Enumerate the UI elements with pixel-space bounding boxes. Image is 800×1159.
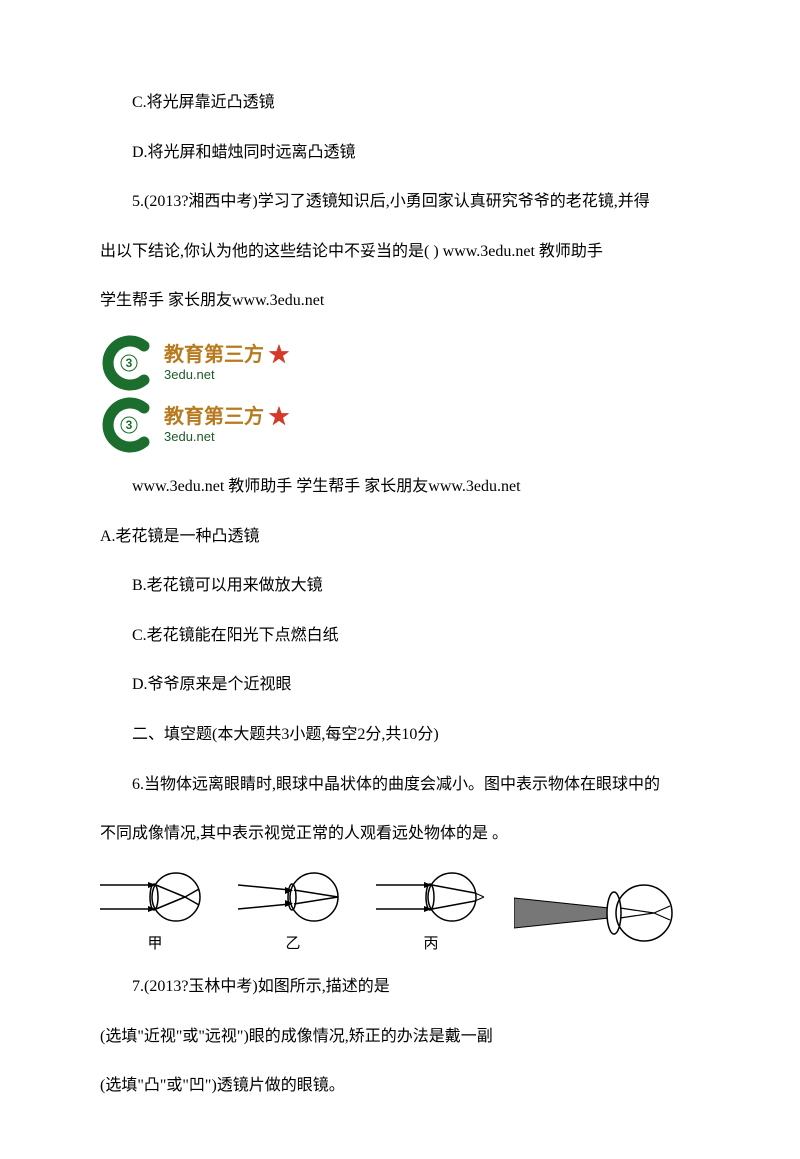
q5-opt-c: C.老花镜能在阳光下点燃白纸 <box>100 619 700 653</box>
section-2-header: 二、填空题(本大题共3小题,每空2分,共10分) <box>100 718 700 752</box>
q5-opt-d: D.爷爷原来是个近视眼 <box>100 668 700 702</box>
option-c: C.将光屏靠近凸透镜 <box>100 86 700 120</box>
q6-line1: 6.当物体远离眼睛时,眼球中晶状体的曲度会减小。图中表示物体在眼球中的 <box>100 768 700 802</box>
logo-block-2: 3 教育第三方 ★ 3edu.net <box>100 396 700 454</box>
eye-diagram-beam <box>514 878 674 948</box>
option-d: D.将光屏和蜡烛同时远离凸透镜 <box>100 136 700 170</box>
logo-c-icon: 3 <box>100 334 158 392</box>
q5-line1: 5.(2013?湘西中考)学习了透镜知识后,小勇回家认真研究爷爷的老花镜,并得 <box>100 185 700 219</box>
eye-diagram-bing: 丙 <box>376 867 486 961</box>
svg-text:3: 3 <box>126 418 133 432</box>
logo-domain-2: 3edu.net <box>164 429 289 445</box>
eye-diagram-row: 甲 乙 <box>100 867 700 961</box>
svg-text:3: 3 <box>126 356 133 370</box>
q5-line2: 出以下结论,你认为他的这些结论中不妥当的是( ) www.3edu.net 教师… <box>100 235 700 269</box>
tagline: www.3edu.net 教师助手 学生帮手 家长朋友www.3edu.net <box>100 470 700 504</box>
document-page: C.将光屏靠近凸透镜 D.将光屏和蜡烛同时远离凸透镜 5.(2013?湘西中考)… <box>0 0 800 1159</box>
logo-block-1: 3 教育第三方 ★ 3edu.net <box>100 334 700 392</box>
logo-domain-1: 3edu.net <box>164 367 289 383</box>
q5-opt-b: B.老花镜可以用来做放大镜 <box>100 569 700 603</box>
q7-line3: (选填"凸"或"凹")透镜片做的眼镜。 <box>100 1069 700 1103</box>
eye-diagram-yi: 乙 <box>238 867 348 961</box>
logo-brand-2: 教育第三方 ★ <box>164 405 289 429</box>
q5-line3: 学生帮手 家长朋友www.3edu.net <box>100 284 700 318</box>
eye-diagram-jia: 甲 <box>100 867 210 961</box>
label-yi: 乙 <box>285 929 300 961</box>
q5-opt-a: A.老花镜是一种凸透镜 <box>100 520 700 554</box>
q6-line2: 不同成像情况,其中表示视觉正常的人观看远处物体的是 。 <box>100 817 700 851</box>
logo-c-icon-2: 3 <box>100 396 158 454</box>
q7-line1: 7.(2013?玉林中考)如图所示,描述的是 <box>100 970 700 1004</box>
label-jia: 甲 <box>147 929 162 961</box>
logo-brand-1: 教育第三方 ★ <box>164 343 289 367</box>
label-bing: 丙 <box>423 929 438 961</box>
logo-text-1: 教育第三方 ★ 3edu.net <box>164 343 289 383</box>
logo-text-2: 教育第三方 ★ 3edu.net <box>164 405 289 445</box>
q7-line2: (选填"近视"或"远视")眼的成像情况,矫正的办法是戴一副 <box>100 1020 700 1054</box>
